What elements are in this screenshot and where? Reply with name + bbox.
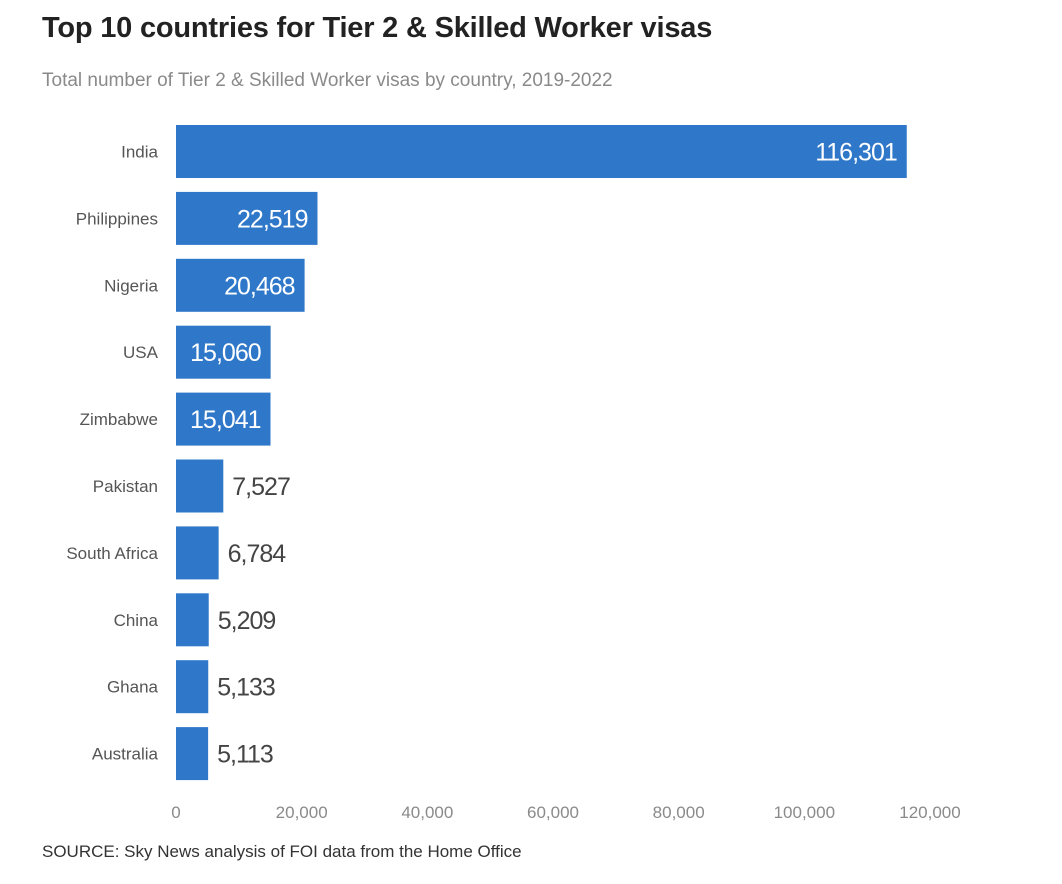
- chart-source: SOURCE: Sky News analysis of FOI data fr…: [42, 842, 522, 861]
- x-tick-label: 120,000: [899, 803, 960, 822]
- value-label: 20,468: [224, 272, 295, 300]
- bar: [176, 459, 224, 513]
- value-label: 5,209: [218, 607, 276, 635]
- bar: [176, 191, 318, 245]
- bar: [176, 258, 305, 312]
- bar: [176, 526, 219, 580]
- value-label: 15,060: [190, 339, 261, 367]
- category-label: South Africa: [66, 544, 158, 563]
- value-label: 6,784: [228, 540, 287, 568]
- chart-subtitle: Total number of Tier 2 & Skilled Worker …: [42, 70, 613, 91]
- x-tick-label: 60,000: [527, 803, 579, 822]
- bar: [176, 660, 209, 714]
- chart-title: Top 10 countries for Tier 2 & Skilled Wo…: [42, 12, 713, 44]
- x-tick-label: 20,000: [276, 803, 328, 822]
- x-tick-label: 80,000: [653, 803, 705, 822]
- value-label: 22,519: [237, 205, 308, 233]
- value-label: 7,527: [232, 473, 290, 501]
- category-label: Philippines: [76, 209, 158, 228]
- category-label: Pakistan: [93, 477, 158, 496]
- x-tick-label: 100,000: [774, 803, 835, 822]
- value-label: 5,133: [217, 674, 275, 702]
- bar: [176, 727, 209, 781]
- value-label: 116,301: [815, 139, 897, 167]
- category-label: India: [121, 143, 158, 162]
- category-label: Nigeria: [104, 276, 158, 295]
- x-tick-label: 0: [171, 803, 180, 822]
- category-label: USA: [123, 343, 159, 362]
- bar: [176, 325, 271, 379]
- bar: [176, 593, 209, 647]
- x-tick-label: 40,000: [401, 803, 453, 822]
- value-label: 5,113: [217, 741, 273, 769]
- value-label: 15,041: [190, 406, 261, 434]
- category-label: China: [114, 611, 159, 630]
- category-label: Australia: [92, 745, 159, 764]
- category-label: Zimbabwe: [80, 410, 158, 429]
- bar: [176, 125, 907, 178]
- bar: [176, 392, 271, 446]
- category-label: Ghana: [107, 678, 159, 697]
